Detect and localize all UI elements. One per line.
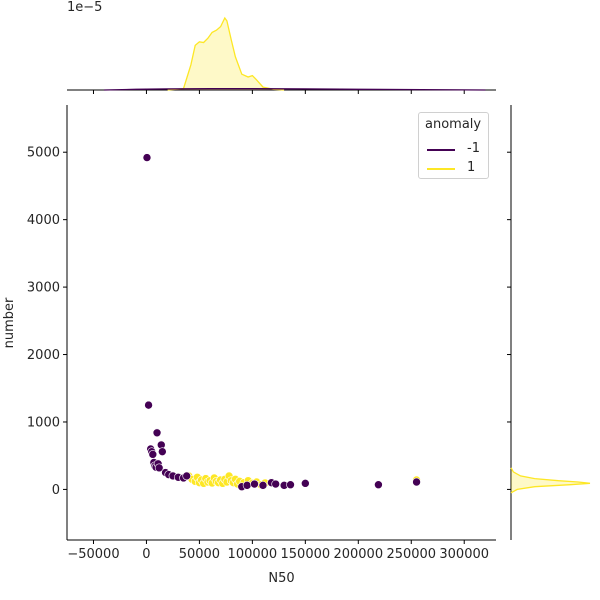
data-point [144, 400, 153, 410]
top-marginal-density-fill [167, 18, 285, 90]
data-point [250, 479, 259, 489]
legend-swatch-neg1 [427, 149, 455, 151]
data-point [258, 481, 268, 490]
data-point [158, 447, 167, 456]
data-point [271, 479, 280, 489]
y-tick-label: 3000 [27, 281, 60, 296]
data-point [242, 481, 252, 490]
legend-label-1: 1 [467, 160, 476, 175]
y-tick-label: 5000 [27, 146, 60, 161]
y-tick-label: 1000 [27, 415, 60, 430]
top-marginal-scale-label: 1e−5 [67, 0, 102, 15]
x-tick-label: 300000 [439, 547, 489, 562]
top-marginal-axes [67, 16, 496, 94]
y-tick-label: 2000 [27, 348, 60, 363]
x-tick-label: 200000 [333, 547, 383, 562]
x-tick-label: 150000 [281, 547, 331, 562]
legend-label-neg1: -1 [467, 141, 480, 156]
data-point [374, 480, 383, 489]
data-point [142, 153, 152, 162]
x-tick-label: 100000 [228, 547, 278, 562]
right-marginal-density-line [510, 467, 591, 494]
data-point [148, 450, 158, 459]
top-marginal-density-line [167, 16, 285, 91]
legend-swatch-1 [427, 168, 455, 170]
y-axis-label: number [2, 297, 17, 348]
data-point [286, 480, 295, 489]
x-tick-label: −50000 [67, 547, 119, 562]
top-marginal-density-line [104, 87, 486, 91]
legend-title: anomaly [425, 117, 482, 132]
x-tick-label: 250000 [386, 547, 436, 562]
data-point [154, 463, 164, 473]
data-point [152, 428, 162, 438]
x-tick-label: 0 [142, 547, 150, 562]
data-point [301, 479, 310, 488]
right-marginal-axes [507, 105, 591, 540]
legend-entry-1: 1 [427, 160, 487, 176]
y-tick-label: 4000 [27, 213, 60, 228]
x-axis-label: N50 [268, 571, 294, 586]
legend-entry-neg1: -1 [427, 141, 487, 157]
y-tick-label: 0 [52, 483, 60, 498]
legend: anomaly -1 1 [418, 112, 489, 179]
joint-axes: −50000 0 50000 100000 150000 200000 250000 3000… [27, 105, 496, 562]
data-point [182, 471, 191, 481]
data-point [412, 477, 421, 487]
x-tick-label: 50000 [179, 547, 220, 562]
